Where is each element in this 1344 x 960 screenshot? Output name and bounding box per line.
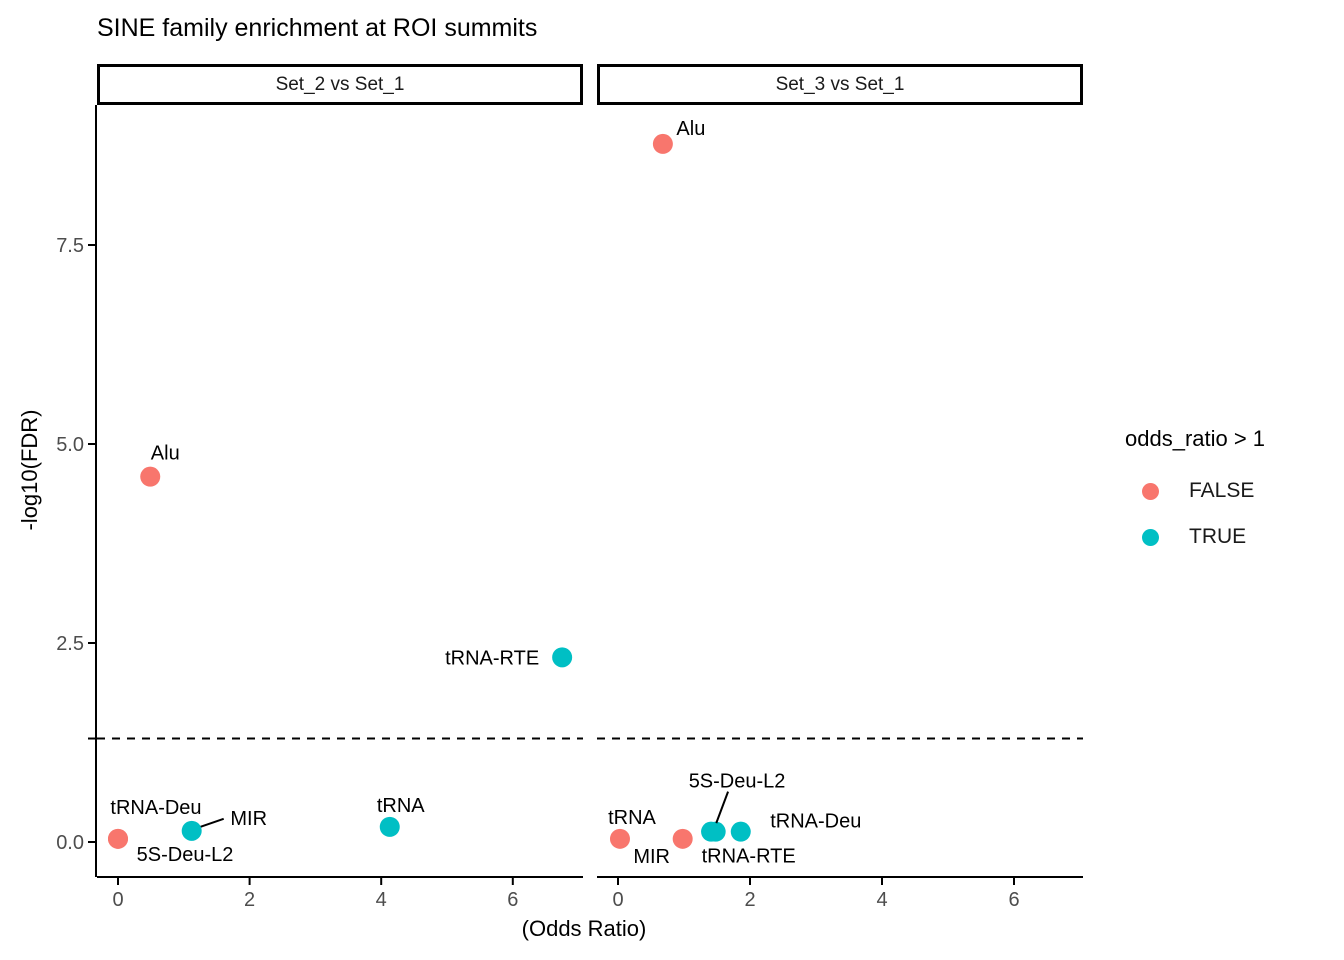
point-label: tRNA [377,795,425,817]
facet-strip-1-label: Set_2 vs Set_1 [275,73,405,95]
x-tick-label: 4 [876,889,887,911]
x-tick-label: 0 [612,889,623,911]
plot-title: SINE family enrichment at ROI summits [97,14,538,42]
y-tick-label: 2.5 [56,633,84,655]
facet-strip-1: Set_2 vs Set_1 [97,64,583,105]
data-point-alu [140,466,161,487]
data-point-alu [652,133,673,154]
x-tick-label: 0 [112,889,123,911]
point-label: MIR [633,846,670,868]
legend-false-label: FALSE [1189,479,1255,502]
data-point-trna-rte [552,647,573,668]
x-tick-label: 2 [244,889,255,911]
y-tick-label: 5.0 [56,434,84,456]
legend-false-dot-icon [1142,482,1159,500]
legend: odds_ratio > 1 FALSE TRUE [1125,426,1265,572]
point-label: MIR [230,808,267,830]
label-leader-line [715,791,729,825]
point-label: Alu [151,443,180,465]
legend-item-true: TRUE [1125,525,1265,548]
point-label: tRNA-RTE [702,846,796,868]
x-tick-label: 2 [744,889,755,911]
facet-strip-2-label: Set_3 vs Set_1 [775,73,905,95]
facet-strip-2: Set_3 vs Set_1 [597,64,1083,105]
legend-true-label: TRUE [1189,525,1247,548]
x-tick-label: 4 [376,889,387,911]
y-axis-title: -log10(FDR) [17,409,42,531]
point-label: tRNA-RTE [445,647,539,669]
legend-item-false: FALSE [1125,479,1265,502]
data-point-trna-deu [730,821,751,842]
x-tick-label: 6 [507,889,518,911]
point-label: tRNA-Deu [770,811,861,833]
y-tick-label: 7.5 [56,235,84,257]
data-point-trna [379,816,400,837]
point-label: tRNA-Deu [110,797,201,819]
point-label: 5S-Deu-L2 [137,844,234,866]
legend-true-dot-icon [1142,528,1159,546]
y-tick-label: 0.0 [56,832,84,854]
x-tick-label: 6 [1008,889,1019,911]
data-point-mir [181,820,202,841]
data-point-trna [609,828,630,849]
data-point-5s-deu-l2 [108,828,128,849]
x-axis-title: (Odds Ratio) [521,916,647,941]
point-label: Alu [676,118,705,140]
data-point-5s-deu-l2 [701,821,722,842]
point-label: 5S-Deu-L2 [689,771,786,793]
legend-title: odds_ratio > 1 [1125,426,1266,451]
point-label: tRNA [608,807,656,829]
data-point-mir [672,828,693,849]
